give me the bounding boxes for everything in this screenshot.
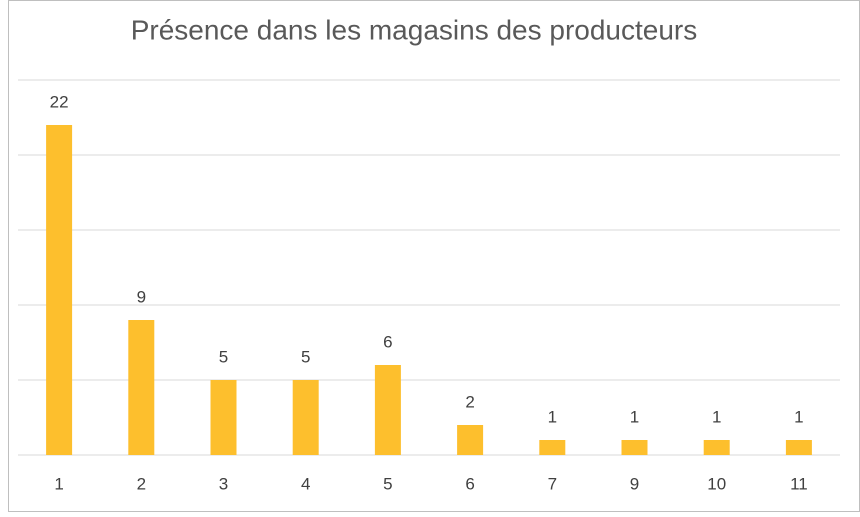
bar bbox=[785, 440, 812, 455]
bar bbox=[128, 320, 155, 455]
x-tick-label: 7 bbox=[548, 474, 557, 493]
bar bbox=[210, 380, 237, 455]
x-tick-label: 9 bbox=[630, 474, 639, 493]
x-tick-label: 2 bbox=[137, 474, 146, 493]
data-label: 5 bbox=[219, 347, 228, 366]
bar bbox=[703, 440, 730, 455]
data-label: 1 bbox=[548, 407, 557, 426]
data-label: 5 bbox=[301, 347, 310, 366]
x-tick-label: 3 bbox=[219, 474, 228, 493]
data-label: 6 bbox=[383, 332, 392, 351]
data-label: 2 bbox=[465, 392, 474, 411]
bar bbox=[539, 440, 566, 455]
data-label: 1 bbox=[712, 407, 721, 426]
x-tick-label: 5 bbox=[383, 474, 392, 493]
bar bbox=[457, 425, 484, 455]
chart-title: Présence dans les magasins des producteu… bbox=[131, 14, 698, 45]
data-label: 22 bbox=[50, 92, 69, 111]
x-tick-label: 10 bbox=[707, 474, 726, 493]
bar bbox=[46, 125, 73, 455]
data-label: 9 bbox=[137, 287, 146, 306]
data-label: 1 bbox=[794, 407, 803, 426]
bar bbox=[621, 440, 648, 455]
x-tick-label: 4 bbox=[301, 474, 310, 493]
x-tick-label: 6 bbox=[465, 474, 474, 493]
x-tick-label: 1 bbox=[54, 474, 63, 493]
x-tick-label: 11 bbox=[790, 474, 808, 493]
data-label: 1 bbox=[630, 407, 639, 426]
bar bbox=[292, 380, 319, 455]
bar bbox=[374, 365, 401, 455]
